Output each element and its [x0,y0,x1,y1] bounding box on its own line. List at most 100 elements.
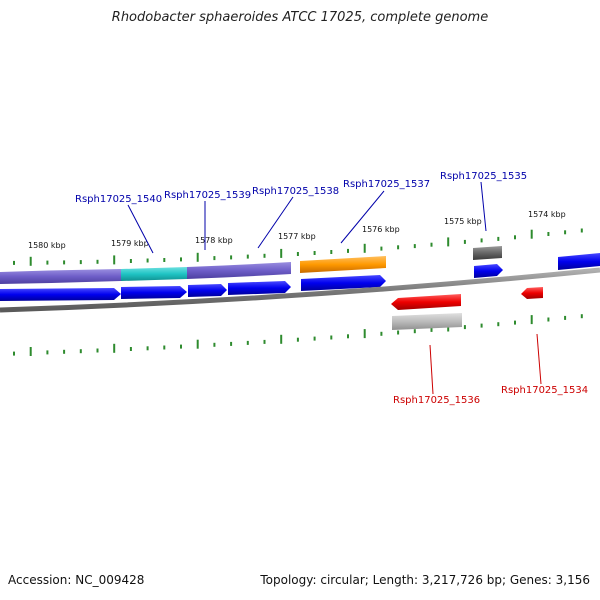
minor-tick [163,345,166,350]
genome-stats-label: Topology: circular; Length: 3,217,726 bp… [260,573,590,587]
gene-labels: Rsph17025_1540 Rsph17025_1539 Rsph17025_… [75,171,588,406]
minor-tick [230,255,233,260]
major-tick [29,347,32,356]
minor-tick [146,346,149,351]
minor-tick [480,323,483,328]
major-tick [530,315,533,325]
gene-rsph17025-1536-feature[interactable] [391,294,461,310]
major-tick [447,237,450,247]
major-tick [363,243,366,253]
minor-tick [180,344,182,349]
minor-tick [547,317,550,322]
gene-rsph17025-1537-feature[interactable] [300,256,386,273]
minor-tick [96,348,99,353]
outer-tick-marks [13,228,583,266]
gene-rsph17025-1539-feature[interactable] [121,267,187,281]
scale-label-1578kbp: 1578 kbp [195,236,233,245]
minor-tick [230,341,233,346]
minor-tick [79,260,82,265]
minor-tick [146,258,149,263]
major-tick [280,334,283,344]
accession-label: Accession: NC_009428 [8,573,145,587]
minor-tick [380,331,383,336]
minor-tick [246,254,249,259]
minor-tick [163,258,166,262]
gene-label-rsph17025-1534[interactable]: Rsph17025_1534 [501,385,588,396]
minor-tick [430,327,433,332]
gene-rsph17025-1538-feature[interactable] [187,262,291,279]
forward-inner-genes [0,253,600,301]
scale-label-1577kbp: 1577 kbp [278,232,316,241]
minor-tick [313,336,316,341]
major-tick [196,252,199,262]
minor-tick [564,315,567,320]
minor-tick [313,251,316,255]
forward-gene-arrow[interactable] [188,284,227,297]
minor-tick [296,337,299,342]
gene-label-rsph17025-1537[interactable]: Rsph17025_1537 [343,179,430,190]
forward-gene-arrow[interactable] [474,264,503,278]
minor-tick [96,259,99,264]
minor-tick [430,242,433,247]
leader-rsph17025-1535 [480,181,487,232]
forward-gene-arrow[interactable] [301,275,386,291]
gene-rsph17025-1540-feature[interactable] [0,269,121,284]
forward-gene-arrow[interactable] [121,286,187,299]
major-tick [113,343,116,353]
scale-label-1575kbp: 1575 kbp [444,217,482,226]
gene-label-rsph17025-1540[interactable]: Rsph17025_1540 [75,194,162,205]
major-tick [530,229,533,239]
minor-tick [580,228,583,233]
gene-label-rsph17025-1535[interactable]: Rsph17025_1535 [440,171,527,182]
scale-label-1579kbp: 1579 kbp [111,239,149,248]
inner-tick-marks [13,314,583,356]
gene-label-rsph17025-1538[interactable]: Rsph17025_1538 [252,186,339,197]
leader-rsph17025-1538 [257,196,294,249]
minor-tick [63,260,66,265]
gene-rsph17025-1536-shadow-feature[interactable] [392,313,462,330]
minor-tick [46,350,49,355]
minor-tick [497,322,500,327]
minor-tick [330,250,333,254]
scale-label-1580kbp: 1580 kbp [28,241,66,250]
minor-tick [514,235,516,240]
forward-gene-arrow[interactable] [558,253,600,270]
minor-tick [497,236,500,241]
gene-label-rsph17025-1536[interactable]: Rsph17025_1536 [393,395,480,406]
gene-label-rsph17025-1539[interactable]: Rsph17025_1539 [164,190,251,201]
forward-gene-arrow[interactable] [0,288,121,301]
minor-tick [580,314,583,319]
minor-tick [547,232,550,236]
major-tick [113,255,116,265]
forward-outer-genes [0,246,502,284]
major-tick [280,248,283,258]
minor-tick [347,334,349,339]
scale-label-1576kbp: 1576 kbp [362,225,400,234]
map-title: Rhodobacter sphaeroides ATCC 17025, comp… [111,10,489,25]
minor-tick [514,320,516,325]
major-tick [196,339,199,349]
minor-tick [263,339,266,344]
minor-tick [397,330,400,335]
minor-tick [380,246,383,251]
minor-tick [413,329,416,334]
label-leaders [127,181,542,395]
minor-tick [564,230,567,235]
minor-tick [246,340,249,345]
minor-tick [330,335,333,340]
minor-tick [129,259,132,263]
minor-tick [296,252,299,256]
reverse-genes [391,287,543,330]
minor-tick [13,260,15,265]
major-tick [29,256,32,266]
leader-rsph17025-1534 [536,333,542,385]
gene-rsph17025-1534-feature[interactable] [521,287,543,299]
leader-rsph17025-1540 [127,204,154,254]
forward-gene-arrow[interactable] [228,281,291,295]
minor-tick [397,245,400,250]
minor-tick [213,256,216,261]
leader-rsph17025-1537 [340,190,385,244]
gene-rsph17025-1535-feature[interactable] [473,246,502,260]
scale-labels: 1580 kbp 1579 kbp 1578 kbp 1577 kbp 1576… [28,210,566,250]
